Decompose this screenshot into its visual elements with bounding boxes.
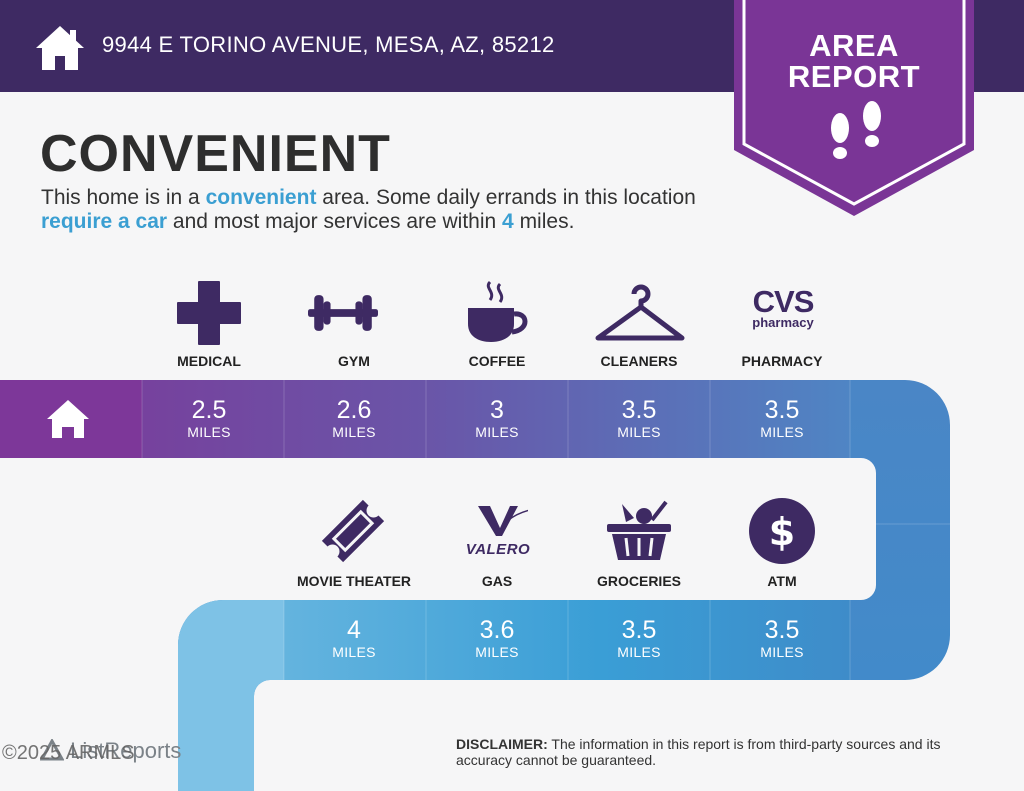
distance-unit: MILES — [475, 424, 519, 440]
disclaimer: DISCLAIMER: The information in this repo… — [456, 736, 996, 768]
listreports-mark-icon — [39, 737, 65, 761]
distance-coffee: 3 MILES — [426, 396, 568, 440]
distance-value: 3.5 — [621, 616, 657, 644]
category-label-cleaners: CLEANERS — [600, 353, 678, 369]
badge-title: AREA REPORT — [734, 30, 974, 92]
category-label-atm: ATM — [767, 573, 797, 589]
distance-value: 2.5 — [191, 396, 227, 424]
distance-value: 3 — [490, 396, 504, 424]
hanger-icon — [595, 284, 685, 341]
distance-gas: 3.6 MILES — [426, 616, 568, 660]
pharmacy-wordmark: pharmacy — [752, 315, 814, 330]
distance-unit: MILES — [617, 424, 661, 440]
dumbbell-icon — [308, 295, 378, 331]
distance-value: 3.5 — [621, 396, 657, 424]
distance-unit: MILES — [187, 424, 231, 440]
category-label-gas: GAS — [481, 573, 513, 589]
distance-value: 4 — [347, 616, 361, 644]
home-icon — [36, 26, 84, 70]
summary-highlight: require a car — [41, 210, 168, 233]
valero-wordmark: VALERO — [465, 541, 531, 558]
distance-unit: MILES — [332, 644, 376, 660]
summary-part: area. Some daily errands in this locatio… — [316, 186, 696, 209]
distance-movie-theater: 4 MILES — [283, 616, 425, 660]
category-label-movie-theater: MOVIE THEATER — [296, 573, 412, 589]
distance-value: 3.5 — [764, 616, 800, 644]
summary-highlight: convenient — [205, 186, 317, 209]
disclaimer-label: DISCLAIMER: — [456, 736, 548, 752]
summary-text: This home is in a convenient area. Some … — [41, 186, 741, 234]
distance-unit: MILES — [617, 644, 661, 660]
cvs-wordmark: CVS — [752, 284, 815, 319]
distance-atm: 3.5 MILES — [711, 616, 853, 660]
copyright-notice: ©2025 ARMLS — [2, 742, 135, 764]
distance-cleaners: 3.5 MILES — [568, 396, 710, 440]
summary-part: and most major services are within — [167, 210, 503, 233]
valero-v-mark — [478, 506, 531, 536]
category-label-pharmacy: PHARMACY — [741, 353, 823, 369]
distance-value: 2.6 — [336, 396, 372, 424]
category-label-medical: MEDICAL — [177, 353, 241, 369]
area-report-badge — [734, 0, 974, 216]
disclaimer-text: The information in this report is from t… — [456, 736, 941, 768]
distance-unit: MILES — [760, 644, 804, 660]
summary-part: miles. — [513, 210, 575, 233]
badge-line-1: AREA — [809, 28, 899, 63]
copyright-text: 2025 ARMLS — [16, 742, 135, 764]
valero-logo: VALERO — [460, 504, 536, 557]
summary-highlight: 4 — [502, 210, 514, 233]
listreports-logo: ListReports — [39, 737, 182, 764]
property-address: 9944 E TORINO AVENUE, MESA, AZ, 85212 — [102, 32, 555, 57]
svg-text:$: $ — [769, 510, 795, 554]
distance-pharmacy: 3.5 MILES — [711, 396, 853, 440]
ticket-icon — [321, 499, 385, 563]
distance-medical: 2.5 MILES — [138, 396, 280, 440]
brand-name: ListReports — [70, 738, 182, 763]
cvs-pharmacy-logo: CVS pharmacy — [745, 284, 821, 330]
road-home-icon — [47, 400, 89, 438]
badge-line-2: REPORT — [787, 59, 921, 94]
coffee-cup-icon — [468, 280, 528, 342]
footprints-icon — [831, 101, 881, 159]
distance-unit: MILES — [475, 644, 519, 660]
medical-cross-icon — [177, 281, 241, 345]
category-label-coffee: COFFEE — [468, 353, 526, 369]
dollar-icon: $ — [749, 498, 815, 564]
category-label-groceries: GROCERIES — [596, 573, 681, 589]
distance-value: 3.6 — [479, 616, 515, 644]
distance-gym: 2.6 MILES — [283, 396, 425, 440]
distance-groceries: 3.5 MILES — [568, 616, 710, 660]
distance-unit: MILES — [332, 424, 376, 440]
distance-unit: MILES — [760, 424, 804, 440]
summary-part: This home is in a — [41, 186, 206, 209]
category-label-gym: GYM — [338, 353, 370, 369]
page-title: CONVENIENT — [40, 125, 391, 183]
distance-value: 3.5 — [764, 396, 800, 424]
basket-icon — [607, 500, 671, 560]
